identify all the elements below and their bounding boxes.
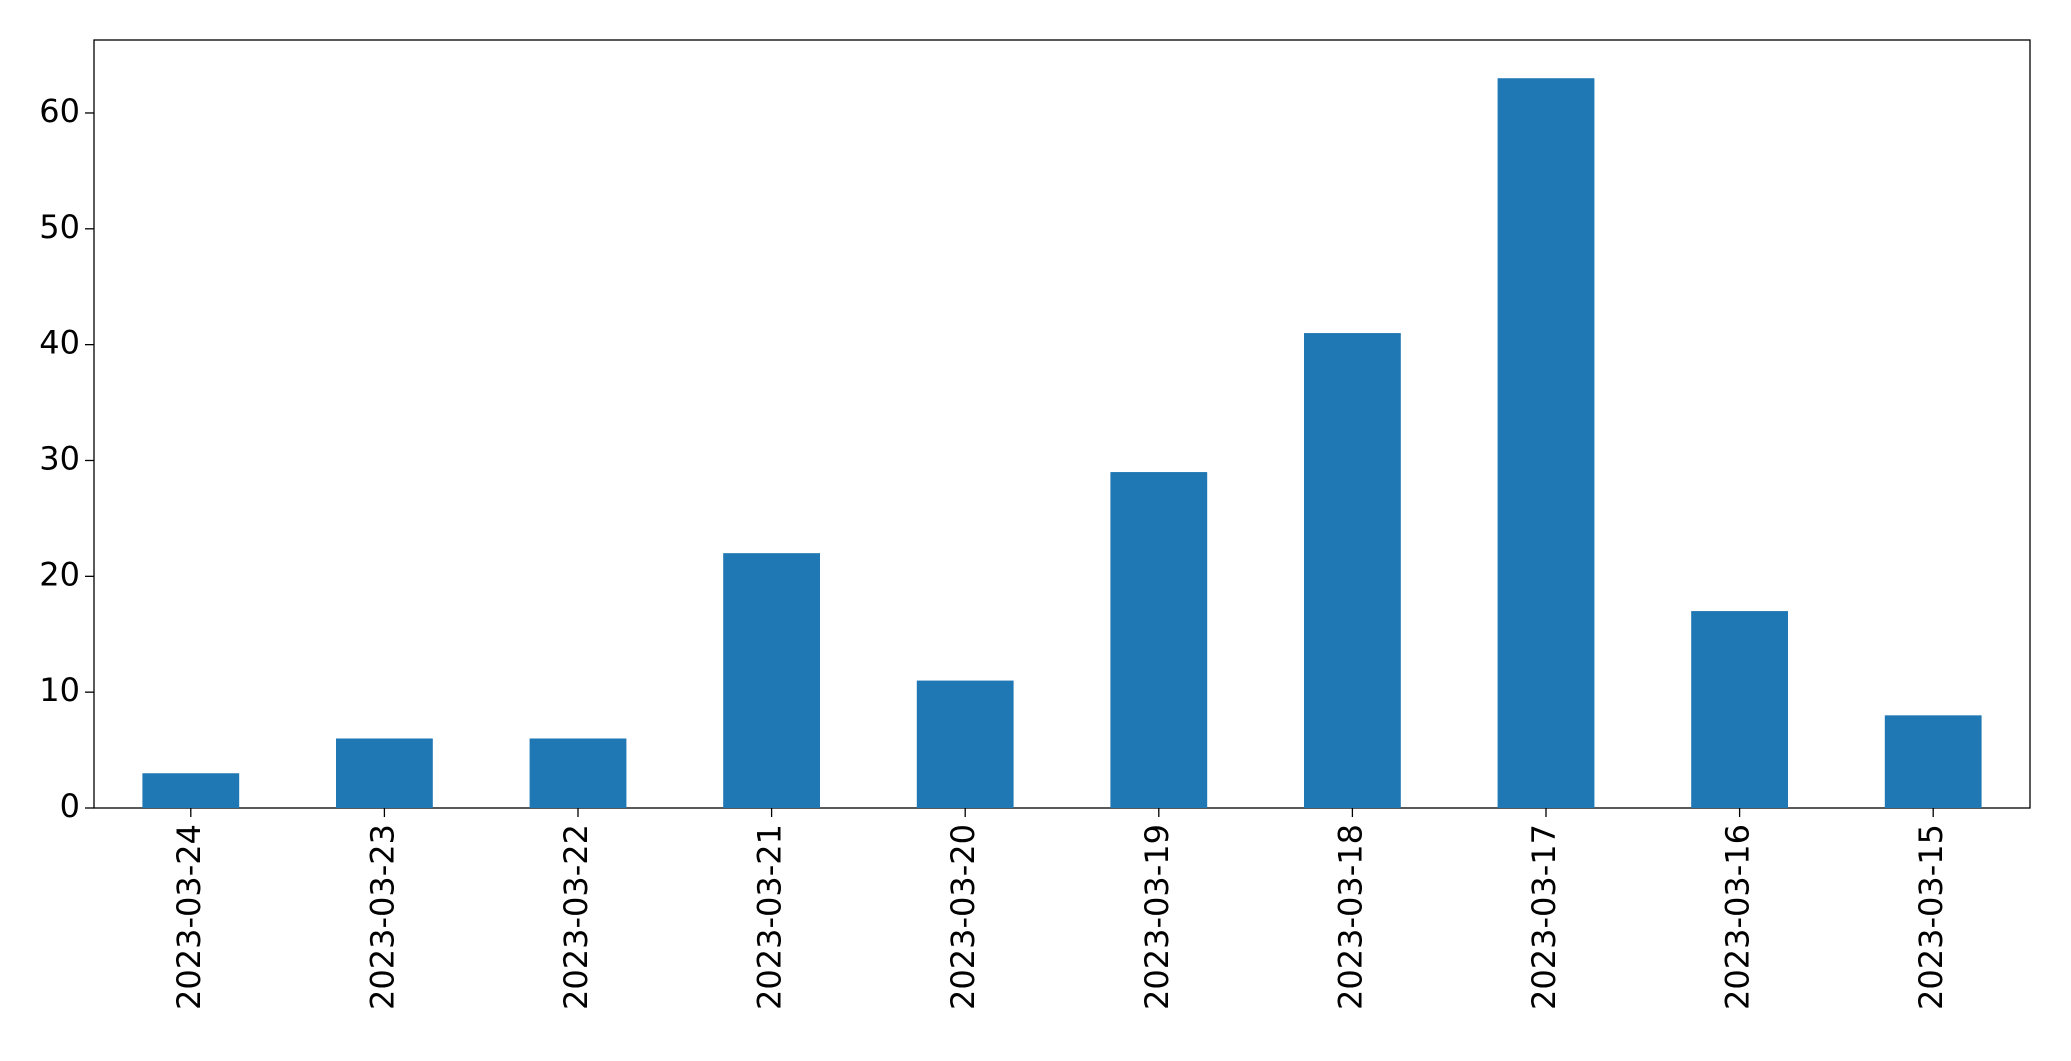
y-tick-label: 30 [39,439,80,477]
bar [1304,333,1401,808]
x-tick-label: 2023-03-15 [1912,824,1950,1010]
bar [529,738,627,808]
x-tick-label: 2023-03-20 [944,824,982,1010]
bar [1110,472,1208,808]
x-tick-label: 2023-03-18 [1331,824,1369,1010]
y-tick-label: 10 [39,671,80,709]
y-tick-label: 40 [39,324,80,362]
x-tick-label: 2023-03-24 [170,824,208,1010]
x-tick-label: 2023-03-17 [1525,824,1563,1010]
x-tick-label: 2023-03-22 [557,824,595,1010]
plot-frame [93,39,2031,809]
bar [916,680,1014,808]
x-tick-label: 2023-03-21 [751,824,789,1010]
x-tick-label: 2023-03-16 [1719,824,1757,1010]
bar [1691,611,1788,808]
x-tick-label: 2023-03-23 [363,824,401,1010]
y-tick-label: 20 [39,555,80,593]
bar [1497,78,1595,808]
y-tick-label: 0 [60,787,80,825]
y-tick-label: 60 [39,92,80,130]
bar [142,773,240,808]
bar [1884,715,1982,808]
x-tick-label: 2023-03-19 [1138,824,1176,1010]
bar [336,738,433,808]
y-tick-label: 50 [39,208,80,246]
bar [723,553,820,808]
